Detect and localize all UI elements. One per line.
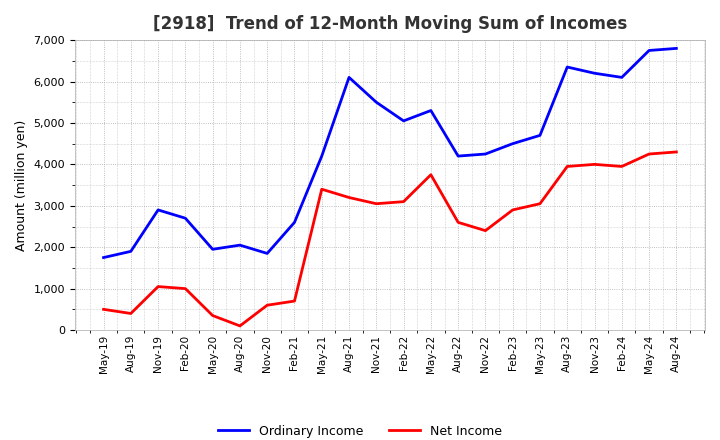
Ordinary Income	[290, 220, 299, 225]
Ordinary Income	[563, 64, 572, 70]
Net Income	[290, 298, 299, 304]
Ordinary Income	[263, 251, 271, 256]
Ordinary Income	[235, 242, 244, 248]
Ordinary Income	[127, 249, 135, 254]
Net Income	[426, 172, 435, 177]
Legend: Ordinary Income, Net Income: Ordinary Income, Net Income	[213, 420, 507, 440]
Net Income	[154, 284, 163, 289]
Net Income	[345, 195, 354, 200]
Line: Net Income: Net Income	[104, 152, 676, 326]
Ordinary Income	[318, 154, 326, 159]
Net Income	[99, 307, 108, 312]
Net Income	[508, 207, 517, 213]
Net Income	[235, 323, 244, 329]
Net Income	[372, 201, 381, 206]
Net Income	[127, 311, 135, 316]
Ordinary Income	[645, 48, 654, 53]
Ordinary Income	[454, 154, 462, 159]
Ordinary Income	[536, 133, 544, 138]
Ordinary Income	[99, 255, 108, 260]
Net Income	[590, 162, 599, 167]
Line: Ordinary Income: Ordinary Income	[104, 48, 676, 257]
Net Income	[563, 164, 572, 169]
Net Income	[263, 303, 271, 308]
Ordinary Income	[672, 46, 680, 51]
Net Income	[400, 199, 408, 204]
Ordinary Income	[345, 75, 354, 80]
Ordinary Income	[481, 151, 490, 157]
Net Income	[181, 286, 189, 291]
Ordinary Income	[154, 207, 163, 213]
Net Income	[645, 151, 654, 157]
Net Income	[454, 220, 462, 225]
Ordinary Income	[372, 99, 381, 105]
Ordinary Income	[208, 247, 217, 252]
Net Income	[318, 187, 326, 192]
Ordinary Income	[590, 70, 599, 76]
Net Income	[618, 164, 626, 169]
Title: [2918]  Trend of 12-Month Moving Sum of Incomes: [2918] Trend of 12-Month Moving Sum of I…	[153, 15, 627, 33]
Net Income	[536, 201, 544, 206]
Net Income	[672, 149, 680, 154]
Ordinary Income	[618, 75, 626, 80]
Net Income	[208, 313, 217, 318]
Y-axis label: Amount (million yen): Amount (million yen)	[15, 119, 28, 251]
Ordinary Income	[426, 108, 435, 113]
Net Income	[481, 228, 490, 233]
Ordinary Income	[181, 216, 189, 221]
Ordinary Income	[508, 141, 517, 147]
Ordinary Income	[400, 118, 408, 124]
